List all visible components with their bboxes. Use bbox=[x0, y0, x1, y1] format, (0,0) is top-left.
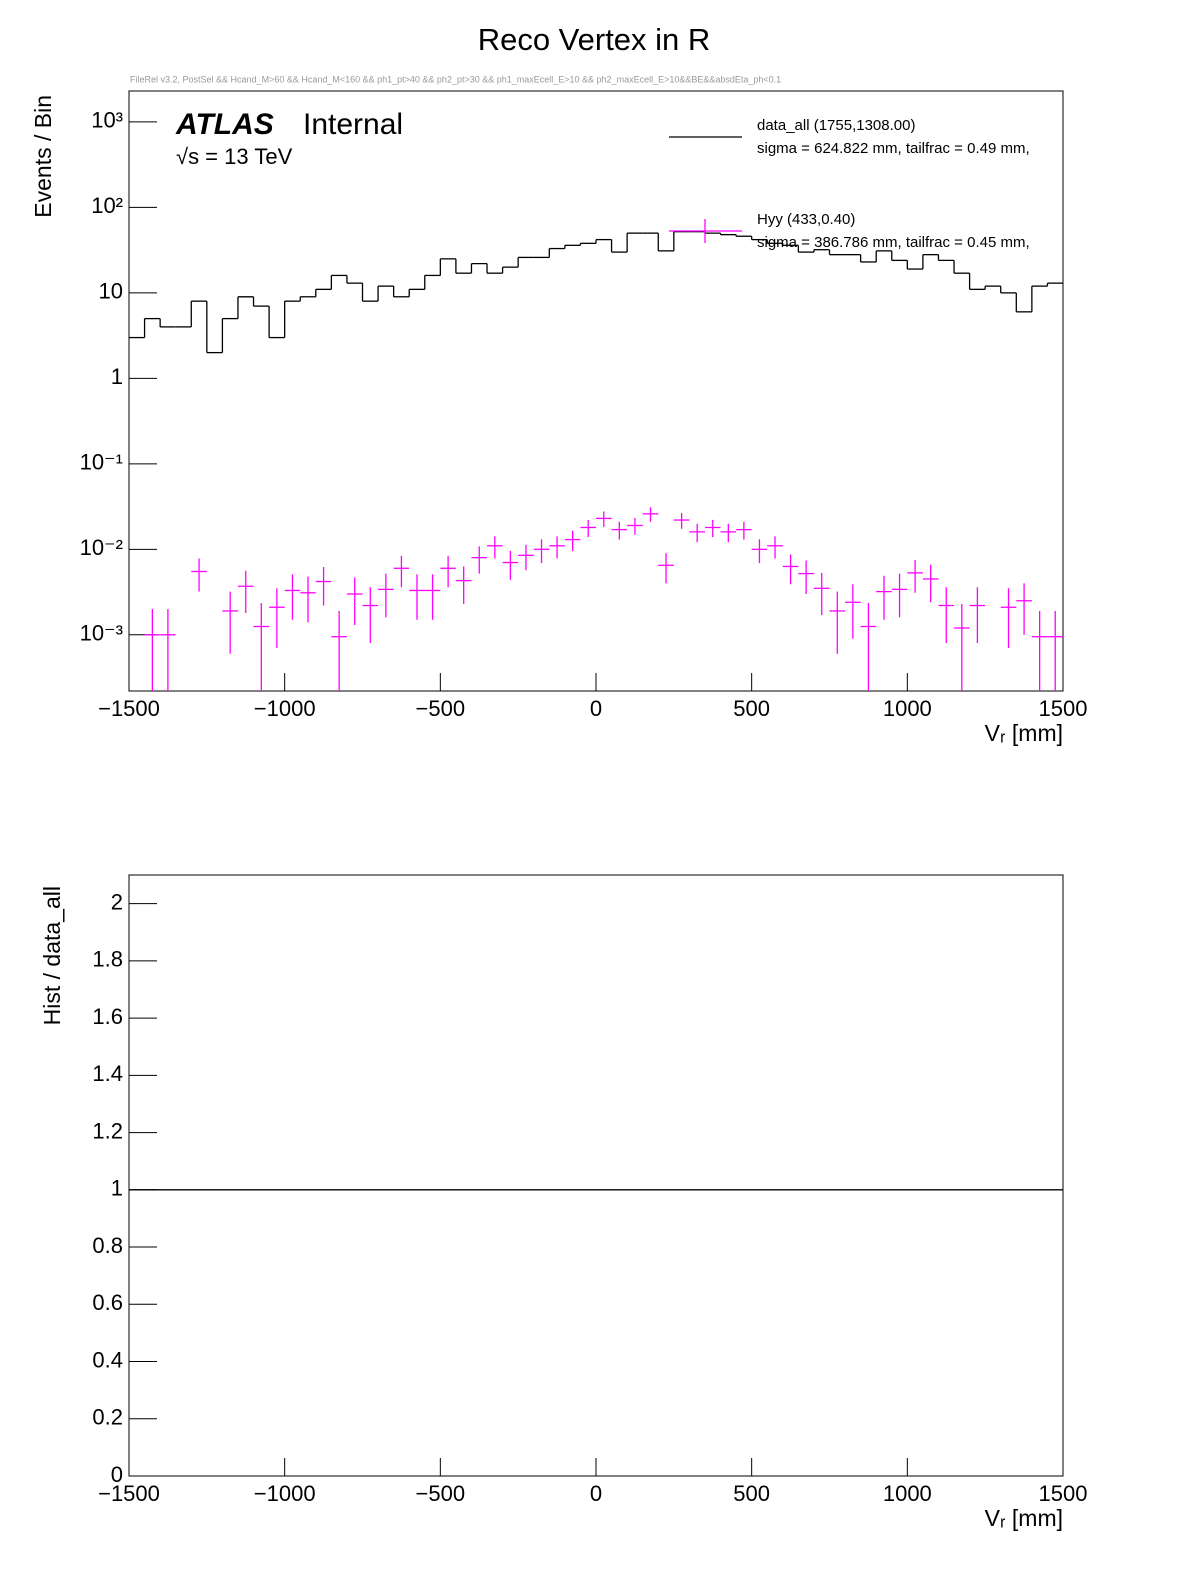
y-axis-label: Hist / data_all bbox=[39, 886, 65, 1025]
atlas-label: ATLAS bbox=[175, 108, 274, 141]
x-tick-label: −500 bbox=[416, 1481, 466, 1506]
x-tick-label: −1500 bbox=[98, 696, 160, 721]
legend-label: Hyy (433,0.40) bbox=[757, 211, 855, 228]
x-tick-label: 0 bbox=[590, 1481, 602, 1506]
y-tick-label: 10² bbox=[91, 193, 123, 218]
y-tick-label: 0.4 bbox=[92, 1347, 123, 1372]
energy-label: √s = 13 TeV bbox=[176, 144, 293, 169]
x-tick-label: 1000 bbox=[883, 1481, 932, 1506]
y-tick-label: 10 bbox=[99, 279, 123, 304]
x-axis-label: Vᵣ [mm] bbox=[985, 720, 1063, 746]
title: Reco Vertex in R bbox=[478, 22, 711, 57]
y-tick-label: 1.6 bbox=[92, 1004, 123, 1029]
legend-label: data_all (1755,1308.00) bbox=[757, 117, 915, 134]
x-tick-label: 500 bbox=[733, 1481, 770, 1506]
x-tick-label: −1000 bbox=[254, 696, 316, 721]
y-tick-label: 1 bbox=[111, 1176, 123, 1201]
y-tick-label: 10⁻² bbox=[80, 535, 123, 560]
y-tick-label: 0 bbox=[111, 1462, 123, 1487]
y-tick-label: 1.2 bbox=[92, 1118, 123, 1143]
x-tick-label: 0 bbox=[590, 696, 602, 721]
legend-detail: sigma = 624.822 mm, tailfrac = 0.49 mm, bbox=[757, 140, 1030, 157]
y-tick-label: 1 bbox=[111, 364, 123, 389]
atlas-status: Internal bbox=[303, 108, 403, 141]
legend-detail: sigma = 386.786 mm, tailfrac = 0.45 mm, bbox=[757, 234, 1030, 251]
y-tick-label: 1.4 bbox=[92, 1061, 123, 1086]
x-axis-label: Vᵣ [mm] bbox=[985, 1505, 1063, 1531]
y-tick-label: 10⁻³ bbox=[80, 621, 123, 646]
x-tick-label: −1000 bbox=[254, 1481, 316, 1506]
x-tick-label: 500 bbox=[733, 696, 770, 721]
y-tick-label: 10³ bbox=[91, 108, 123, 133]
x-tick-label: 1000 bbox=[883, 696, 932, 721]
x-tick-label: −500 bbox=[416, 696, 466, 721]
y-tick-label: 10⁻¹ bbox=[80, 450, 123, 475]
y-tick-label: 0.6 bbox=[92, 1290, 123, 1315]
y-tick-label: 0.2 bbox=[92, 1405, 123, 1430]
subtitle: FileRel v3.2, PostSel && Hcand_M>60 && H… bbox=[130, 74, 781, 84]
y-tick-label: 1.8 bbox=[92, 947, 123, 972]
x-tick-label: 1500 bbox=[1039, 1481, 1088, 1506]
y-tick-label: 0.8 bbox=[92, 1233, 123, 1258]
x-tick-label: 1500 bbox=[1039, 696, 1088, 721]
y-tick-label: 2 bbox=[111, 889, 123, 914]
y-axis-label: Events / Bin bbox=[30, 95, 56, 218]
x-tick-label: −1500 bbox=[98, 1481, 160, 1506]
